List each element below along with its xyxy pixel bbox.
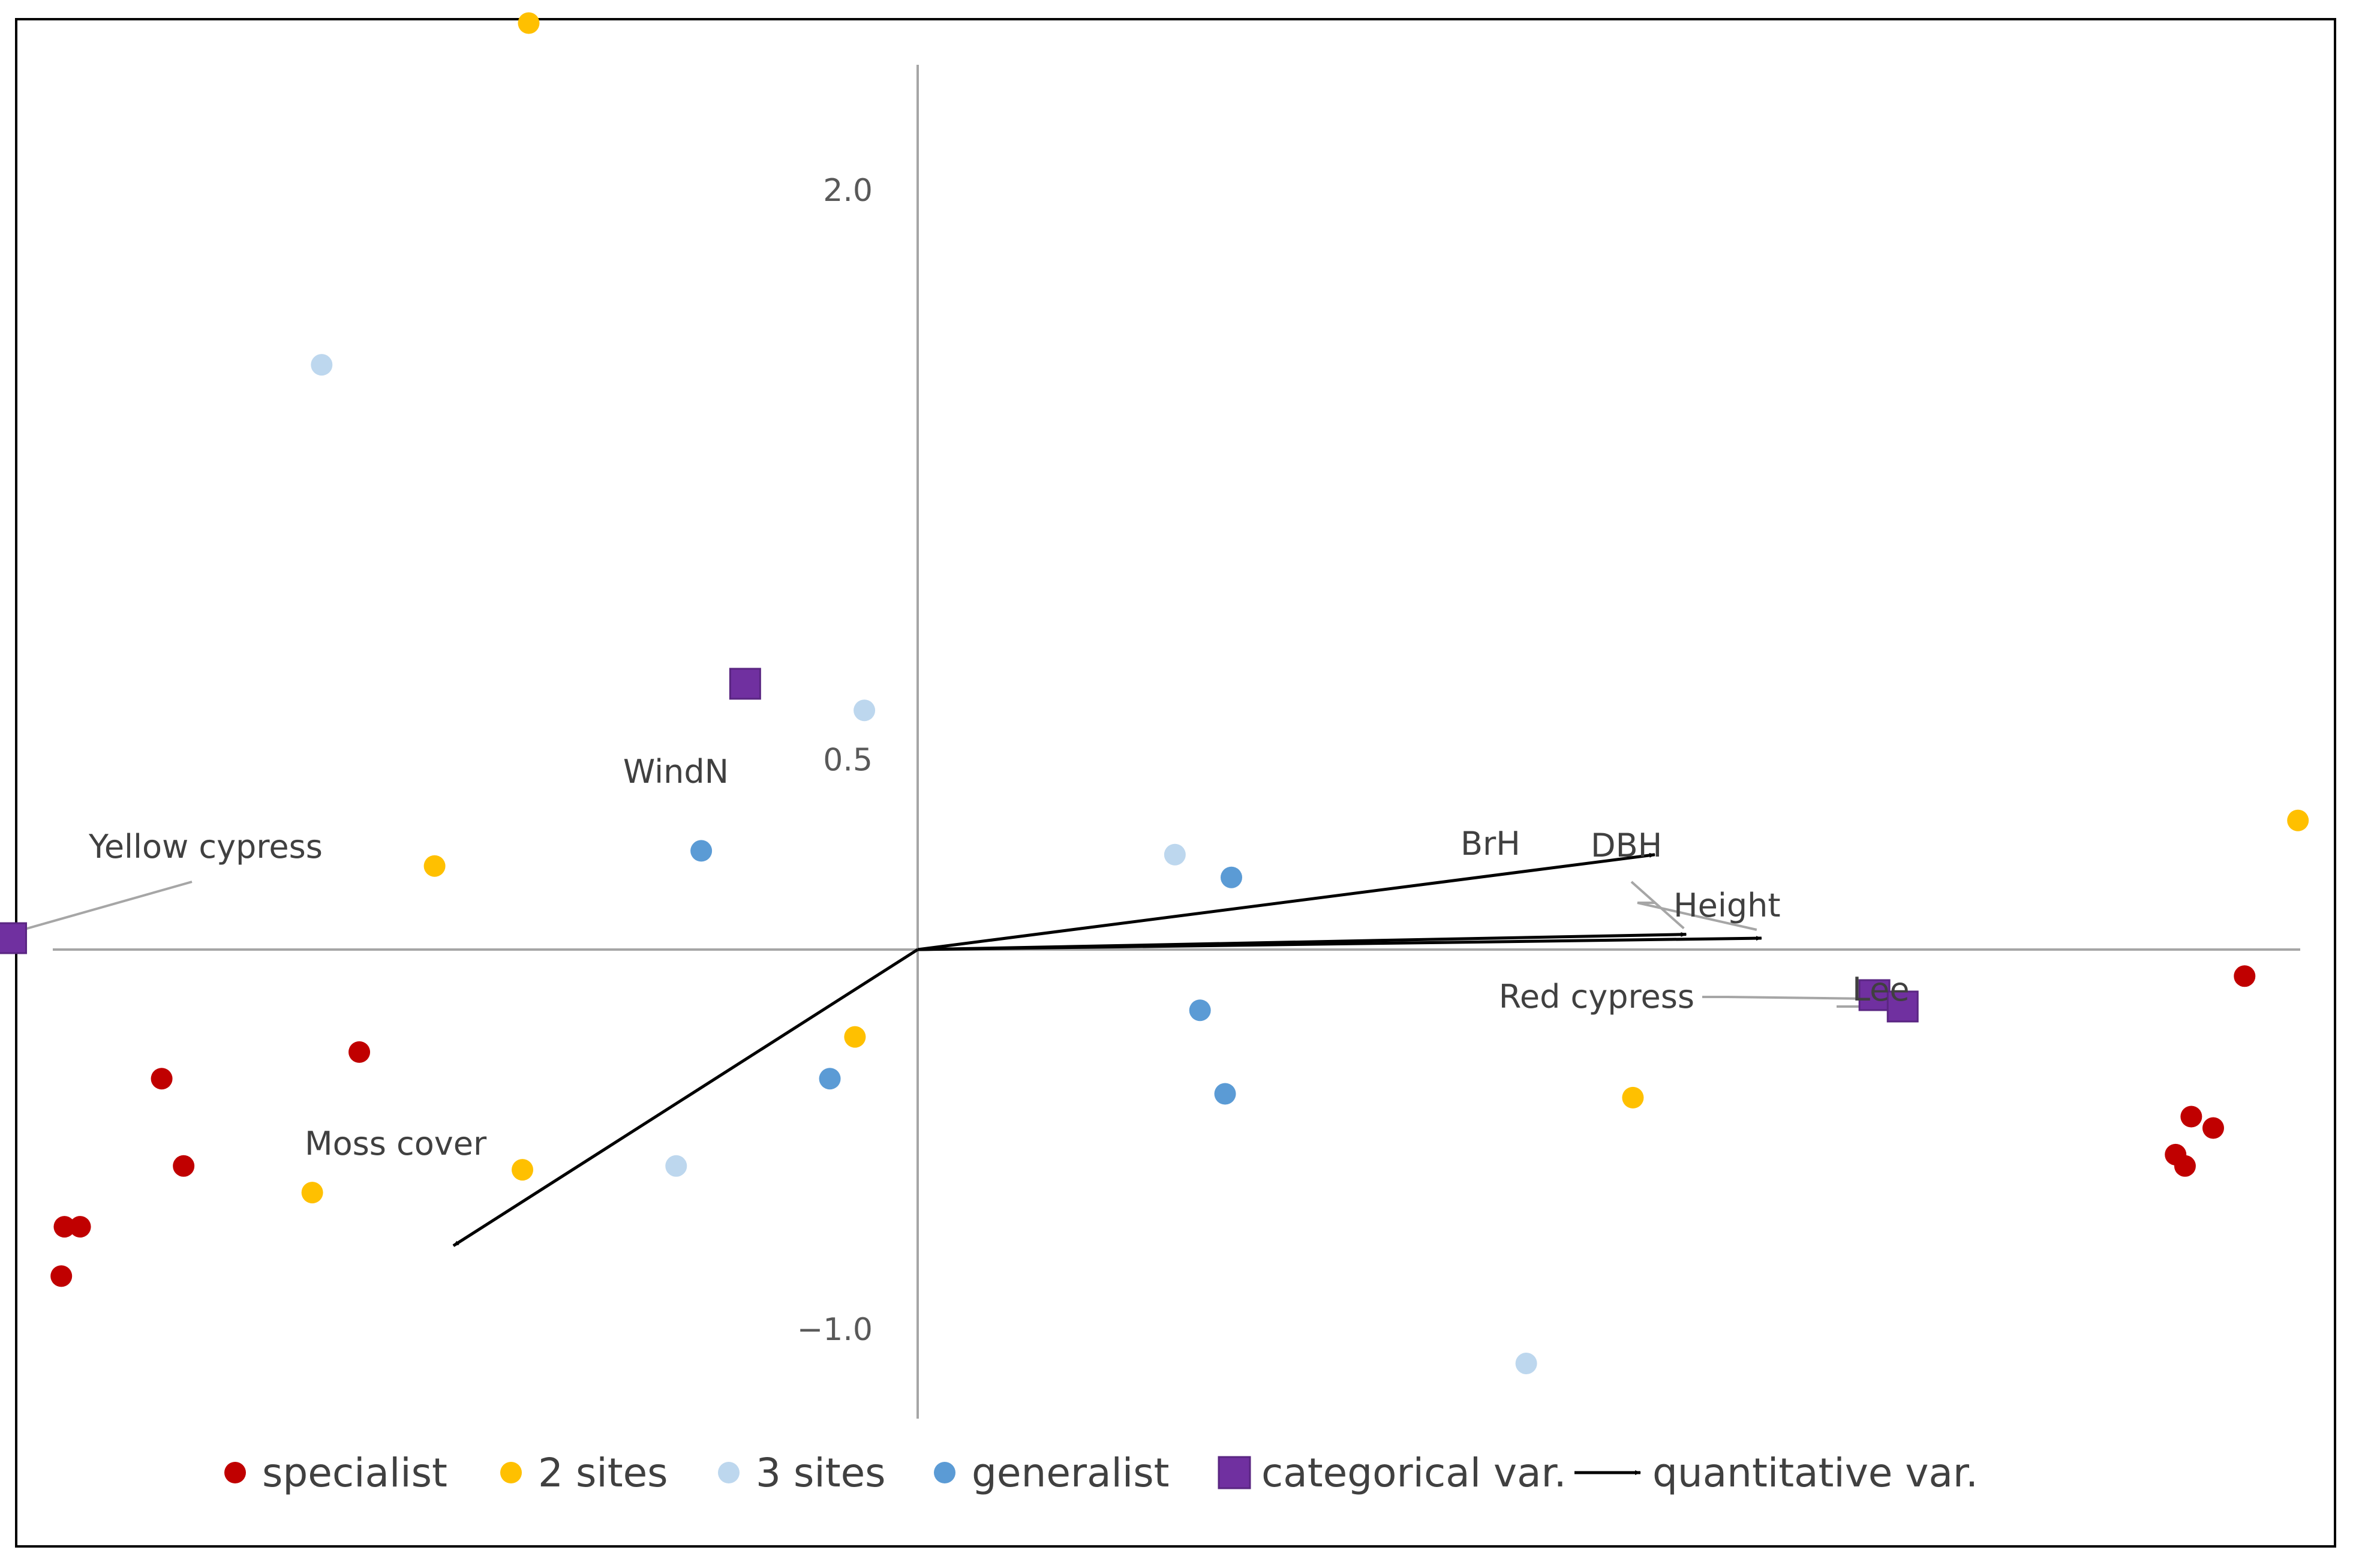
legend-generalist-swatch [934,1462,955,1483]
point-2-sites [1622,1086,1644,1109]
chart-frame [15,18,2336,1548]
point-3-sites [854,699,876,722]
point-specialist [50,1265,73,1287]
label-yellow-cypress: Yellow cypress [88,828,323,866]
quantitative-arrows [452,852,1762,1247]
y-tick-label: −1.0 [797,1312,873,1348]
point-specialist [2174,1155,2196,1177]
point-generalist [1214,1083,1236,1105]
leader-yellow-cypress [17,881,193,932]
point-generalist [819,1068,841,1090]
legend-specialist-swatch [224,1462,246,1483]
leader-lines [17,881,1913,1008]
point-3-sites [1164,843,1186,866]
square-yellow-cypress [0,922,28,954]
point-generalist [1189,999,1211,1022]
label-moss-cover: Moss cover [305,1125,487,1163]
point-2-sites [2287,809,2309,831]
legend-generalist-label: generalist [972,1450,1169,1496]
legend-quantitative-var-label: quantitative var. [1652,1450,1978,1496]
point-specialist [173,1155,195,1177]
axes: 3.52.00.5−1.0 [53,65,2300,1419]
legend-2-sites-label: 2 sites [538,1450,668,1496]
legend-3-sites-label: 3 sites [756,1450,886,1496]
point-3-sites [311,354,333,376]
arrow-height [917,936,1762,951]
point-generalist [690,840,713,862]
legend-categorical-var-swatch [1218,1456,1251,1489]
arrow-brh [917,852,1656,951]
point-2-sites [301,1182,323,1204]
label-red-cypress: Red cypress [1499,978,1694,1016]
label-windn: WindN [623,753,729,791]
square-lee [1886,990,1919,1023]
leader-dbh [1630,881,1685,930]
point-2-sites [844,1026,866,1048]
square-windn [729,668,761,700]
point-3-sites [665,1155,687,1177]
label-height: Height [1673,887,1781,924]
point-specialist [2234,965,2256,987]
point-2-sites [423,855,446,877]
point-specialist [69,1216,91,1238]
legend-3-sites-swatch [718,1462,740,1483]
point-2-sites [512,1159,534,1181]
label-brh: BrH [1461,825,1520,863]
leader-height [1637,902,1757,931]
leader-red-cypress [1702,996,1871,1000]
data-points [50,12,2309,1374]
legend-categorical-var-label: categorical var. [1261,1450,1567,1496]
point-specialist [53,1216,76,1238]
point-generalist [1221,866,1242,888]
legend: specialist 2 sites 3 sites generalist catego… [224,1450,1978,1496]
arrow-moss-cover [452,948,919,1247]
point-specialist [348,1041,371,1063]
point-labels: BrH DBH Height Moss cover Yellow cypress Wind… [88,753,1910,1163]
label-lee: Lee [1852,971,1910,1008]
point-specialist [151,1068,173,1090]
y-tick-label: 0.5 [823,743,873,779]
legend-specialist-label: specialist [262,1450,447,1496]
square-red-cypress [1858,979,1891,1011]
point-3-sites [1515,1352,1537,1374]
point-2-sites [518,12,540,34]
point-specialist [2202,1117,2224,1139]
legend-2-sites-swatch [500,1462,522,1483]
label-dbh: DBH [1591,827,1662,864]
point-specialist [2180,1106,2202,1128]
y-tick-label: 2.0 [823,173,873,209]
categorical-markers [0,668,1919,1023]
